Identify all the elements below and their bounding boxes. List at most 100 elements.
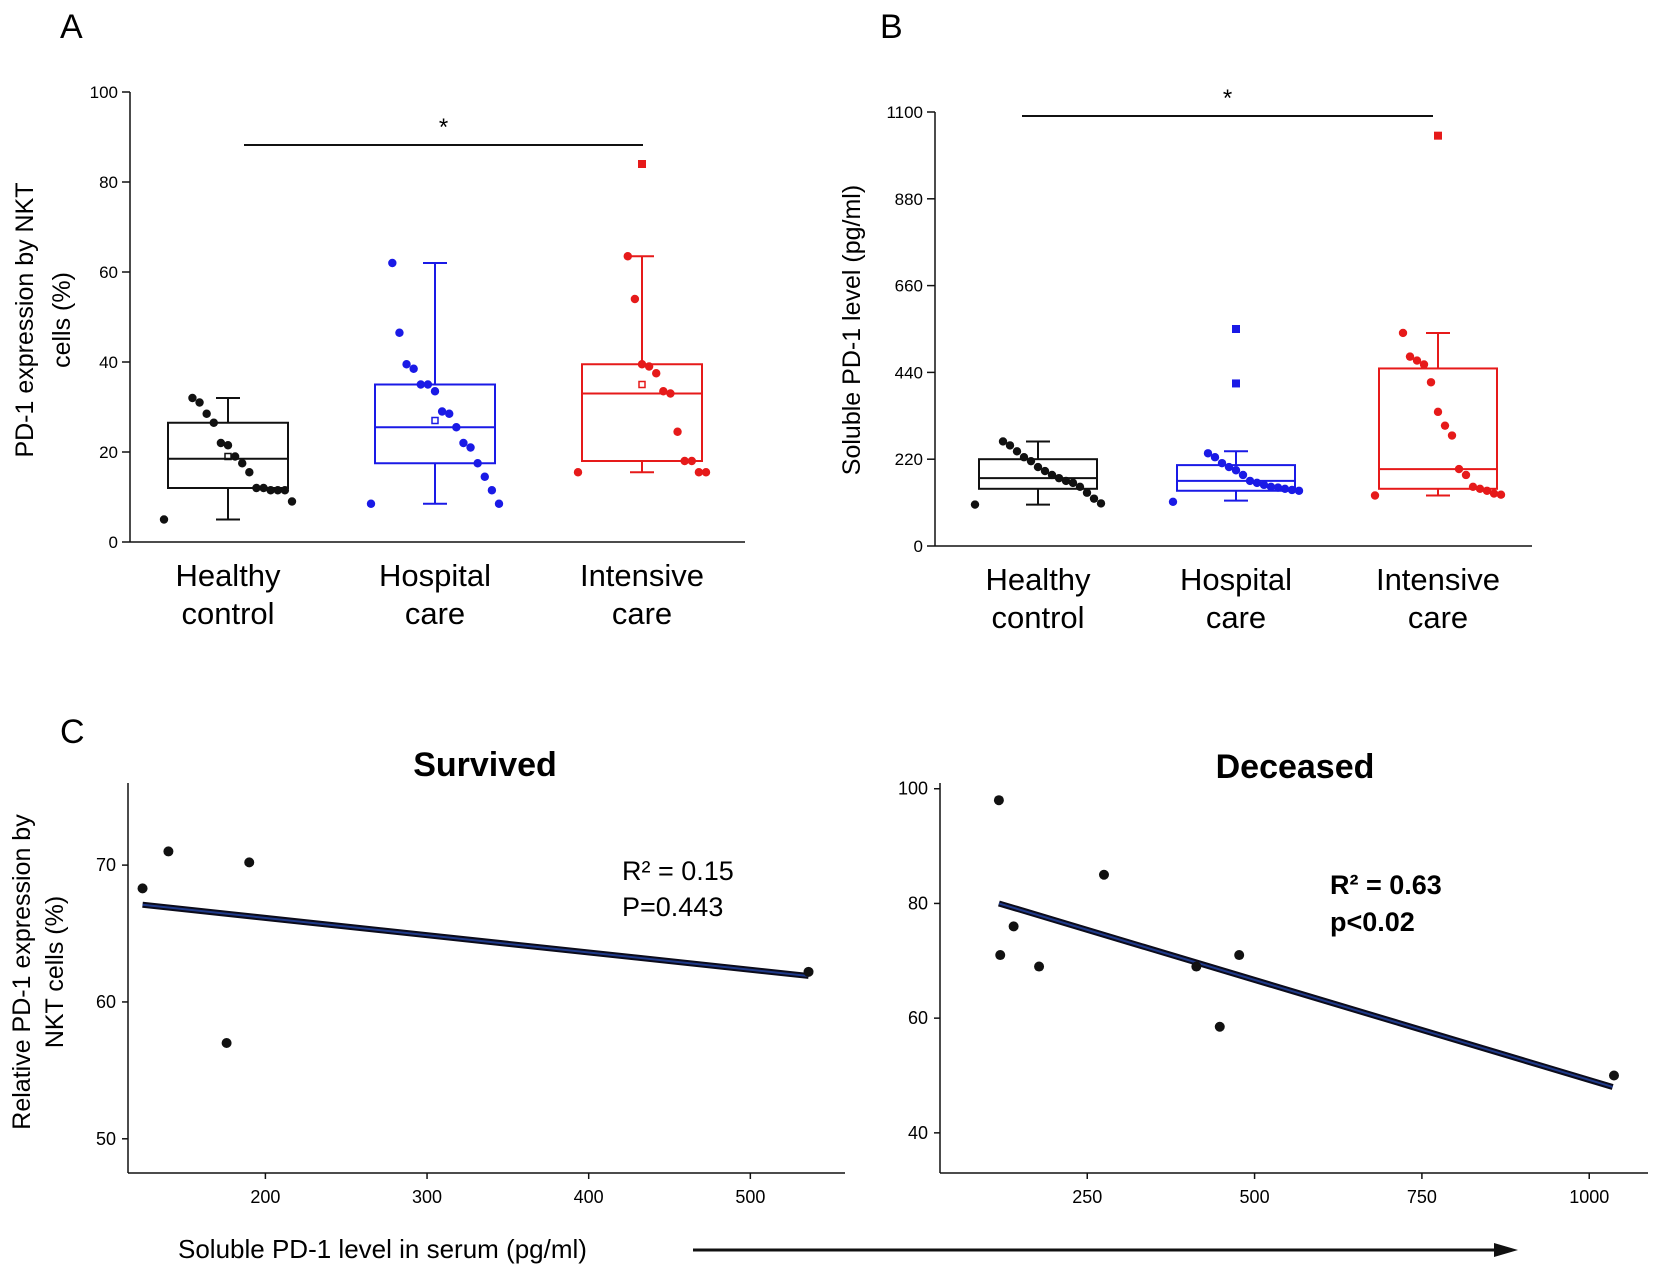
panel-b-data-point <box>1412 356 1422 365</box>
survived-ytick-label: 60 <box>96 992 116 1012</box>
panel-b-data-point <box>1068 478 1078 488</box>
panel-b-category-label: care <box>1408 600 1468 635</box>
panel-a-data-point <box>388 258 397 268</box>
panel-b-ylabel: Soluble PD-1 level (pg/ml) <box>838 185 866 475</box>
panel-b-data-point <box>1468 482 1478 492</box>
panel-a-data-point <box>195 398 204 407</box>
panel-c-x-arrowhead <box>1494 1243 1518 1257</box>
panel-a-data-point <box>202 409 211 418</box>
panel-a-data-point <box>416 380 425 389</box>
survived-data-point <box>137 883 148 894</box>
panel-a-group-0 <box>159 393 297 524</box>
panel-a-data-point <box>673 427 682 436</box>
panel-a-data-point <box>402 360 411 369</box>
panel-b-outlier <box>1232 379 1240 388</box>
panel-b-category-label: care <box>1206 600 1266 635</box>
panel-a-data-point <box>666 389 675 398</box>
panel-a-data-point <box>280 486 290 495</box>
panel-b-data-point <box>1370 491 1380 500</box>
panel-a-data-point <box>494 499 504 508</box>
panel-a-data-point <box>188 393 197 403</box>
panel-b-significance-star: * <box>1223 85 1232 112</box>
panel-b-category-label: control <box>991 600 1084 635</box>
panel-b-ytick-label: 440 <box>895 363 923 382</box>
panel-a-data-point <box>701 468 711 477</box>
panel-b-ytick-label: 0 <box>914 537 923 556</box>
survived-xtick-label: 500 <box>735 1187 765 1207</box>
deceased-data-point <box>1034 961 1045 972</box>
panel-a-data-point <box>216 438 226 448</box>
survived-ytick-label: 70 <box>96 855 116 875</box>
panel-a-chart: PD-1 expression by NKT cells (%) 0 20 40 60… <box>11 83 745 631</box>
panel-b-data-point <box>1054 473 1064 483</box>
deceased-r2: R² = 0.63 <box>1330 870 1442 900</box>
deceased-data-point <box>993 795 1004 806</box>
deceased-fit-line <box>998 902 1613 1088</box>
panel-b-outlier <box>1232 325 1240 333</box>
panel-a-data-point <box>637 360 647 369</box>
panel-a-data-point <box>266 486 275 495</box>
deceased-data-point <box>1608 1070 1619 1081</box>
panel-b-data-point <box>1496 490 1506 499</box>
panel-b-category-label: Hospital <box>1180 562 1292 597</box>
survived-xtick-label: 300 <box>412 1187 442 1207</box>
panel-b-data-point <box>1433 407 1443 417</box>
panel-a-data-point <box>395 328 404 337</box>
panel-b-category-label: Intensive <box>1376 562 1500 597</box>
panel-b-ytick-label: 880 <box>895 190 923 209</box>
panel-b-data-point <box>1019 453 1029 462</box>
panel-b-data-point <box>1168 497 1178 507</box>
panel-a-category-label: control <box>181 596 274 631</box>
deceased-ytick-label: 40 <box>908 1123 928 1143</box>
deceased-data-point <box>1008 921 1019 932</box>
panel-a-data-point <box>252 483 261 493</box>
panel-a-data-point <box>423 380 433 389</box>
panel-a-category-label: care <box>612 596 672 631</box>
panel-a-data-point <box>466 443 475 452</box>
panel-b-data-point <box>1454 464 1464 474</box>
panel-b-box <box>978 458 1098 490</box>
panel-b-data-point <box>1033 462 1043 472</box>
panel-a-data-point <box>459 438 468 448</box>
panel-b-data-point <box>1280 484 1290 493</box>
survived-p: P=0.443 <box>622 892 723 922</box>
panel-b-data-point <box>1096 499 1106 508</box>
panel-b-data-point <box>1447 431 1457 440</box>
panel-a-data-point <box>437 407 447 416</box>
panel-b-group-1 <box>1168 325 1304 507</box>
panel-a-category-label: care <box>405 596 465 631</box>
deceased-chart: Deceased 250 500 750 1000 40 60 80 100 R² = 0.6… <box>898 748 1648 1207</box>
panel-b-data-point <box>1231 466 1241 475</box>
survived-data-point <box>244 857 255 868</box>
panel-c-label: C <box>60 713 85 751</box>
panel-b-data-point <box>998 437 1008 446</box>
panel-b-ytick-label: 220 <box>895 450 923 469</box>
panel-a-ytick-label: 20 <box>99 443 118 462</box>
panel-a-data-point <box>480 472 489 481</box>
panel-b-data-point <box>1210 453 1220 462</box>
panel-b-chart: Soluble PD-1 level (pg/ml) 0 220 440 660 880… <box>838 85 1532 635</box>
deceased-data-point <box>1191 961 1202 972</box>
panel-b-data-point <box>1294 486 1304 495</box>
panel-a-outlier <box>638 160 646 168</box>
deceased-xtick-label: 750 <box>1407 1187 1437 1207</box>
panel-b-data-point <box>1419 360 1429 369</box>
panel-a-data-point <box>694 468 704 477</box>
panel-b-outlier <box>1434 131 1442 140</box>
survived-data-point <box>163 846 174 857</box>
panel-a-box <box>581 363 703 462</box>
panel-b-data-point <box>1405 352 1415 361</box>
panel-a-category-label: Intensive <box>580 558 704 593</box>
panel-a-ytick-label: 0 <box>109 533 118 552</box>
panel-a-ytick-label: 60 <box>99 263 118 282</box>
panel-b-data-point <box>1475 484 1485 493</box>
deceased-xtick-label: 1000 <box>1569 1187 1609 1207</box>
panel-b-box <box>1378 367 1498 490</box>
panel-b-data-point <box>1224 462 1234 472</box>
panel-b-data-point <box>1061 476 1071 486</box>
panel-c-ylabel-line2: NKT cells (%) <box>41 896 69 1048</box>
panel-a-group-2 <box>573 160 711 477</box>
panel-a-group-1 <box>366 258 504 508</box>
survived-r2: R² = 0.15 <box>622 856 734 886</box>
panel-a-data-point <box>687 456 696 466</box>
